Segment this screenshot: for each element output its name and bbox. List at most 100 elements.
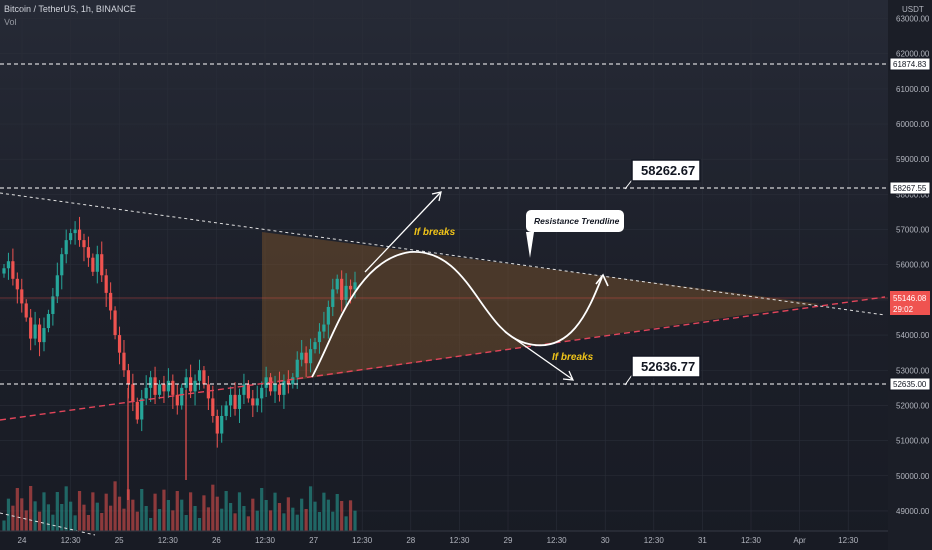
volume-bar <box>233 513 237 531</box>
projected-price-path <box>311 251 603 378</box>
candle-body <box>233 394 237 409</box>
svg-text:58267.55: 58267.55 <box>893 184 927 193</box>
volume-bar <box>211 484 215 531</box>
candle-body <box>109 292 113 311</box>
candle-body <box>353 282 357 290</box>
volume-bar <box>202 495 206 531</box>
candle-body <box>64 240 68 255</box>
box-label-low-text: 52636.77 <box>641 359 695 374</box>
volume-bar <box>228 503 233 531</box>
volume-bar <box>304 509 308 531</box>
time-tick-label: 25 <box>115 536 124 545</box>
volume-bar <box>60 504 64 531</box>
candle-body <box>215 415 219 434</box>
candle-body <box>340 278 344 300</box>
time-tick-label: 24 <box>18 536 27 545</box>
price-tick-label: 56000.00 <box>896 261 930 270</box>
time-tick-label: 12:30 <box>352 536 373 545</box>
volume-bar <box>2 520 6 531</box>
candle-body <box>29 317 33 339</box>
volume-bar <box>140 489 144 531</box>
candle-body <box>335 278 339 290</box>
box-label-high[interactable]: 58262.67 <box>624 159 701 190</box>
volume-bar <box>91 492 95 531</box>
breakout-up-arrowhead <box>431 191 442 202</box>
resistance-callout[interactable]: Resistance Trendline <box>526 210 624 258</box>
time-axis-ticks: 24 12:30 25 12:30 26 12:30 27 12:30 28 12:30 29 12:… <box>18 536 859 545</box>
bottom-trendline <box>0 512 96 536</box>
candlesticks <box>2 216 357 500</box>
price-tick-label: 60000.00 <box>896 120 930 129</box>
volume-bar <box>20 498 24 531</box>
box-label-low[interactable]: 52636.77 <box>624 355 701 386</box>
price-tick-label: 62000.00 <box>896 50 930 59</box>
price-tick-label: 50000.00 <box>896 472 930 481</box>
candle-countdown: 29:02 <box>893 305 914 314</box>
price-tick-label: 51000.00 <box>896 437 930 446</box>
support-trendline[interactable] <box>0 296 886 421</box>
volume-bar <box>51 514 55 531</box>
candle-body <box>184 377 188 388</box>
volume-bar <box>220 508 224 531</box>
triangle-pattern-fill <box>262 232 820 385</box>
volume-bar <box>264 500 268 531</box>
volume-bar <box>11 505 15 531</box>
candle-body <box>24 303 28 318</box>
candle-body <box>20 289 24 304</box>
price-tick-label: 63000.00 <box>896 15 930 24</box>
volume-bar <box>326 499 330 531</box>
candle-body <box>86 247 91 258</box>
price-tick-label: 59000.00 <box>896 155 930 164</box>
candle-body <box>228 394 233 406</box>
svg-text:61874.83: 61874.83 <box>893 60 927 69</box>
time-tick-label: 27 <box>309 536 318 545</box>
candle-body <box>326 306 330 325</box>
candle-body <box>135 401 139 420</box>
time-tick-label: 31 <box>698 536 707 545</box>
time-tick-label: 12:30 <box>255 536 276 545</box>
volume-bar <box>246 516 250 531</box>
volume-bar <box>215 496 219 531</box>
resistance-callout-text: Resistance Trendline <box>534 216 620 226</box>
volume-bar <box>224 491 228 531</box>
volume-bar <box>144 506 148 531</box>
time-tick-label: 28 <box>406 536 415 545</box>
price-tick-label: 53000.00 <box>896 366 930 375</box>
resistance-trendline[interactable] <box>0 192 886 316</box>
candle-body <box>153 377 157 395</box>
candle-body <box>211 398 215 416</box>
volume-bar <box>135 511 139 531</box>
candle-body <box>144 387 148 399</box>
volume-bar <box>291 507 295 531</box>
candle-body <box>140 398 144 420</box>
volume-bars <box>2 481 357 531</box>
candle-body <box>344 285 348 300</box>
box-label-high-text: 58262.67 <box>641 163 695 178</box>
volume-bar <box>95 502 99 531</box>
volume-bar <box>331 511 335 531</box>
volume-bar <box>260 488 264 531</box>
candle-body <box>255 398 259 406</box>
time-tick-label: 12:30 <box>158 536 179 545</box>
volume-bar <box>206 507 210 531</box>
volume-bar <box>251 498 255 531</box>
candle-body <box>100 254 104 276</box>
volume-bar <box>46 504 51 531</box>
candle-body <box>264 377 268 388</box>
volume-bar <box>282 513 286 531</box>
volume-bar <box>82 504 86 531</box>
candle-body <box>304 352 308 364</box>
candle-body <box>237 394 242 409</box>
candle-body <box>295 359 299 378</box>
time-tick-label: 29 <box>504 536 513 545</box>
price-tick-label: 61000.00 <box>896 85 930 94</box>
volume-bar <box>255 510 259 531</box>
candle-body <box>91 257 95 272</box>
current-price-value: 55146.08 <box>893 294 927 303</box>
breakout-label: If breaks <box>414 227 456 238</box>
price-axis-panel <box>888 0 932 550</box>
price-axis-ticks: 63000.00 62000.00 61000.00 60000.00 59000.00… <box>896 15 930 516</box>
volume-bar <box>308 486 313 531</box>
breakout-up-arrow <box>364 192 441 273</box>
